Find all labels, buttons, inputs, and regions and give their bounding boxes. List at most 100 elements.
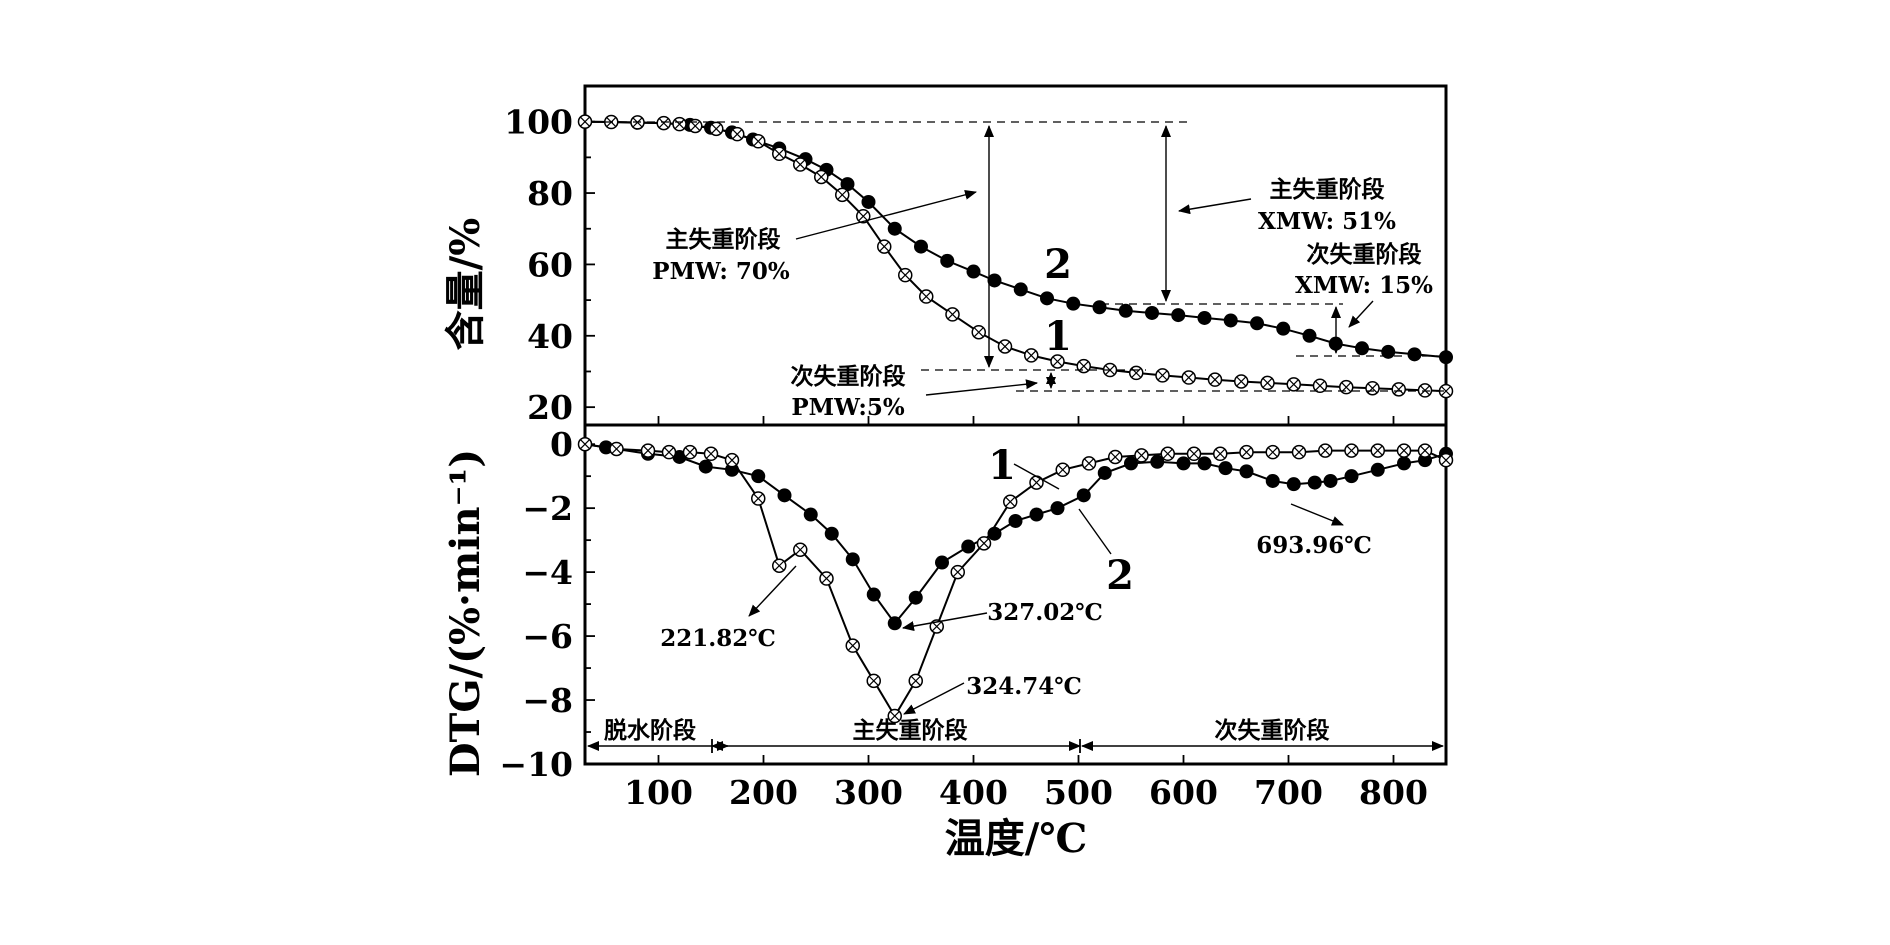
pmw-minor-stage-label: 次失重阶段 <box>791 363 906 390</box>
series-1-point <box>951 566 964 579</box>
curve-2-leader <box>1079 509 1111 554</box>
series-2-point <box>1324 474 1338 488</box>
stage-minor-label: 次失重阶段 <box>1215 717 1330 744</box>
series-1-point <box>1266 446 1279 459</box>
series-2-point <box>1198 456 1212 470</box>
series-1-point <box>999 340 1012 353</box>
series-2-point <box>909 591 923 605</box>
xmw-minor-value-label: XMW: 15% <box>1295 272 1433 299</box>
series-1-point <box>978 537 991 550</box>
series-1-point <box>642 444 655 457</box>
series-2-point <box>940 254 954 268</box>
xmw-main-pointer <box>1179 199 1251 211</box>
series-1-point <box>1083 457 1096 470</box>
series-2-point <box>914 240 928 254</box>
xmw-minor-stage-label: 次失重阶段 <box>1307 241 1422 268</box>
series-2-point <box>967 265 981 279</box>
tg-dtg-figure: 204060801000−2−4−6−8−10100 200 300 400 500 60… <box>161 79 1728 865</box>
panel-2-y-tick-label: −4 <box>522 553 573 592</box>
stage-main-label: 主失重阶段 <box>853 717 968 744</box>
series-2-point <box>846 552 860 566</box>
xmw-main-stage-label: 主失重阶段 <box>1270 176 1385 203</box>
panel-1-y-tick-label: 100 <box>504 103 573 142</box>
series-1-point <box>731 128 744 141</box>
series-1-point <box>579 115 592 128</box>
series-1-point <box>867 674 880 687</box>
series-1-point <box>1340 381 1353 394</box>
series-2-point <box>1240 464 1254 478</box>
series-1-point <box>710 122 723 135</box>
series-1-point <box>1156 369 1169 382</box>
pmw-main-value-label: PMW: 70% <box>652 258 790 285</box>
series-2-point <box>1303 329 1317 343</box>
x-tick-label: 200 <box>729 773 798 812</box>
series-2-point <box>867 588 881 602</box>
series-1-point <box>1419 444 1432 457</box>
series-1-point <box>909 674 922 687</box>
x-tick-label: 300 <box>834 773 903 812</box>
panel-2-y-tick-label: −2 <box>522 489 573 528</box>
series-1-point <box>846 639 859 652</box>
series-2-point <box>1177 456 1191 470</box>
series-2-point <box>1040 291 1054 305</box>
series-1-point <box>1240 446 1253 459</box>
series-1-point <box>794 158 807 171</box>
panel-2-y-tick-label: −6 <box>522 617 573 656</box>
series-1-point <box>1077 360 1090 373</box>
series-1-point <box>878 240 891 253</box>
series-1-point <box>773 559 786 572</box>
series-2-point <box>1371 463 1385 477</box>
panel-1-y-tick-label: 80 <box>527 174 573 213</box>
series-1-point <box>1261 376 1274 389</box>
series-1-point <box>1235 375 1248 388</box>
series-1-point <box>1287 378 1300 391</box>
series-2-point <box>1397 456 1411 470</box>
panel-2-y-tick-label: −10 <box>499 745 573 784</box>
series-2-point <box>804 508 818 522</box>
series-1-point <box>836 188 849 201</box>
series-2-point <box>1198 311 1212 325</box>
panel-1-y-tick-label: 60 <box>527 245 573 284</box>
x-tick-label: 400 <box>939 773 1008 812</box>
series-1-point <box>920 290 933 303</box>
bottom-y-axis-title: DTG/(%·min⁻¹) <box>442 449 489 777</box>
series-1-point <box>657 117 670 130</box>
series-1-point <box>1440 454 1453 467</box>
series-1-point <box>972 326 985 339</box>
series-2-point <box>1224 313 1238 327</box>
pmw-minor-value-label: PMW:5% <box>791 394 905 421</box>
series-1-point <box>1314 379 1327 392</box>
top-curve-1-label: 1 <box>1044 313 1072 360</box>
series-1-point <box>1293 446 1306 459</box>
peak-324-pointer <box>904 683 964 714</box>
series-1-point <box>815 170 828 183</box>
series-2-point <box>778 488 792 502</box>
series-1-point <box>1188 447 1201 460</box>
series-1-point <box>1371 444 1384 457</box>
series-2-point <box>1308 476 1322 490</box>
series-1-point <box>752 135 765 148</box>
series-2-point <box>1345 469 1359 483</box>
series-2-point <box>1066 297 1080 311</box>
peak-693-label: 693.96℃ <box>1256 532 1372 559</box>
series-1-point <box>1025 349 1038 362</box>
series-1-point <box>579 438 592 451</box>
series-2-point <box>825 527 839 541</box>
top-curve-2-label: 2 <box>1044 241 1072 288</box>
series-1-point <box>684 446 697 459</box>
series-2-point <box>1145 306 1159 320</box>
series-2-point <box>1287 477 1301 491</box>
series-1-point <box>1319 444 1332 457</box>
series-2-point <box>1051 501 1065 515</box>
series-2-point <box>1276 322 1290 336</box>
panel-2-y-tick-label: 0 <box>550 425 573 464</box>
series-2-point <box>1030 508 1044 522</box>
series-1-point <box>1366 382 1379 395</box>
series-1-point <box>773 147 786 160</box>
series-1-point <box>1345 444 1358 457</box>
series-1-point <box>820 572 833 585</box>
panel-2-y-tick-label: −8 <box>522 681 573 720</box>
series-1-point <box>1109 450 1122 463</box>
series-1-point <box>1056 463 1069 476</box>
series-2-point <box>699 460 713 474</box>
